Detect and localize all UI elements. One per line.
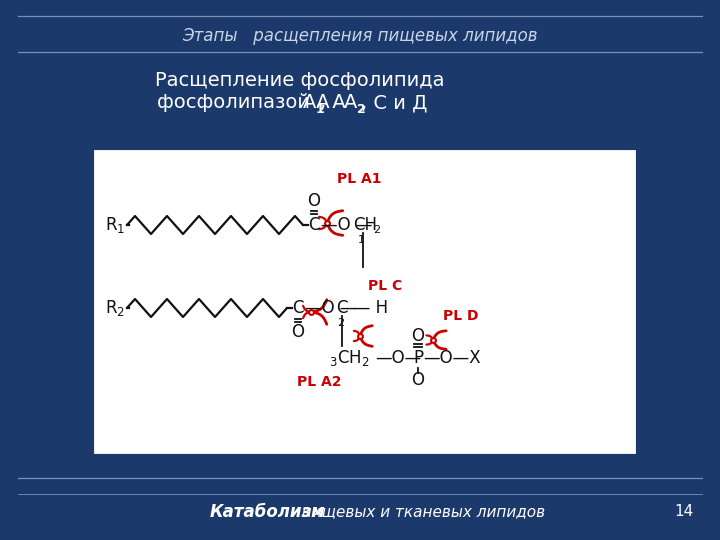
Text: PL C: PL C	[368, 279, 402, 293]
Text: O: O	[412, 371, 425, 389]
Text: O: O	[292, 323, 305, 341]
Text: 2: 2	[373, 225, 380, 235]
Text: C: C	[292, 299, 304, 317]
Text: A: A	[303, 93, 316, 112]
Text: C: C	[308, 216, 320, 234]
Text: $_3$CH$_2$: $_3$CH$_2$	[329, 348, 369, 368]
Text: A: A	[344, 93, 357, 112]
Text: R$_1$: R$_1$	[105, 215, 125, 235]
Text: R$_2$: R$_2$	[105, 298, 125, 318]
Text: —O —: —O —	[305, 299, 356, 317]
Text: CH: CH	[353, 216, 377, 234]
Text: 1: 1	[316, 103, 325, 116]
Text: PL A1: PL A1	[337, 172, 382, 186]
Text: пищевых и тканевых липидов: пищевых и тканевых липидов	[292, 504, 545, 519]
Text: —O—X: —O—X	[423, 349, 481, 367]
Text: фосфолипазой А: фосфолипазой А	[157, 93, 330, 112]
Text: 2: 2	[357, 103, 366, 116]
Text: PL D: PL D	[443, 309, 479, 323]
Text: —O —: —O —	[321, 216, 372, 234]
Text: —O—: —O—	[375, 349, 421, 367]
Text: 14: 14	[675, 504, 694, 519]
Text: O: O	[307, 192, 320, 210]
Text: PL A2: PL A2	[297, 375, 341, 389]
Text: , С и Д: , С и Д	[361, 93, 428, 112]
Text: Этапы   расщепления пищевых липидов: Этапы расщепления пищевых липидов	[182, 27, 538, 45]
Text: C — H: C — H	[337, 299, 388, 317]
Text: P: P	[413, 349, 423, 367]
Text: 2: 2	[338, 318, 345, 328]
Text: , А: , А	[320, 93, 346, 112]
FancyBboxPatch shape	[92, 148, 638, 456]
Text: 1: 1	[358, 235, 364, 245]
Text: Катаболизм: Катаболизм	[210, 503, 325, 521]
Text: O: O	[412, 327, 425, 345]
Text: Расщепление фосфолипида: Расщепление фосфолипида	[156, 71, 445, 90]
